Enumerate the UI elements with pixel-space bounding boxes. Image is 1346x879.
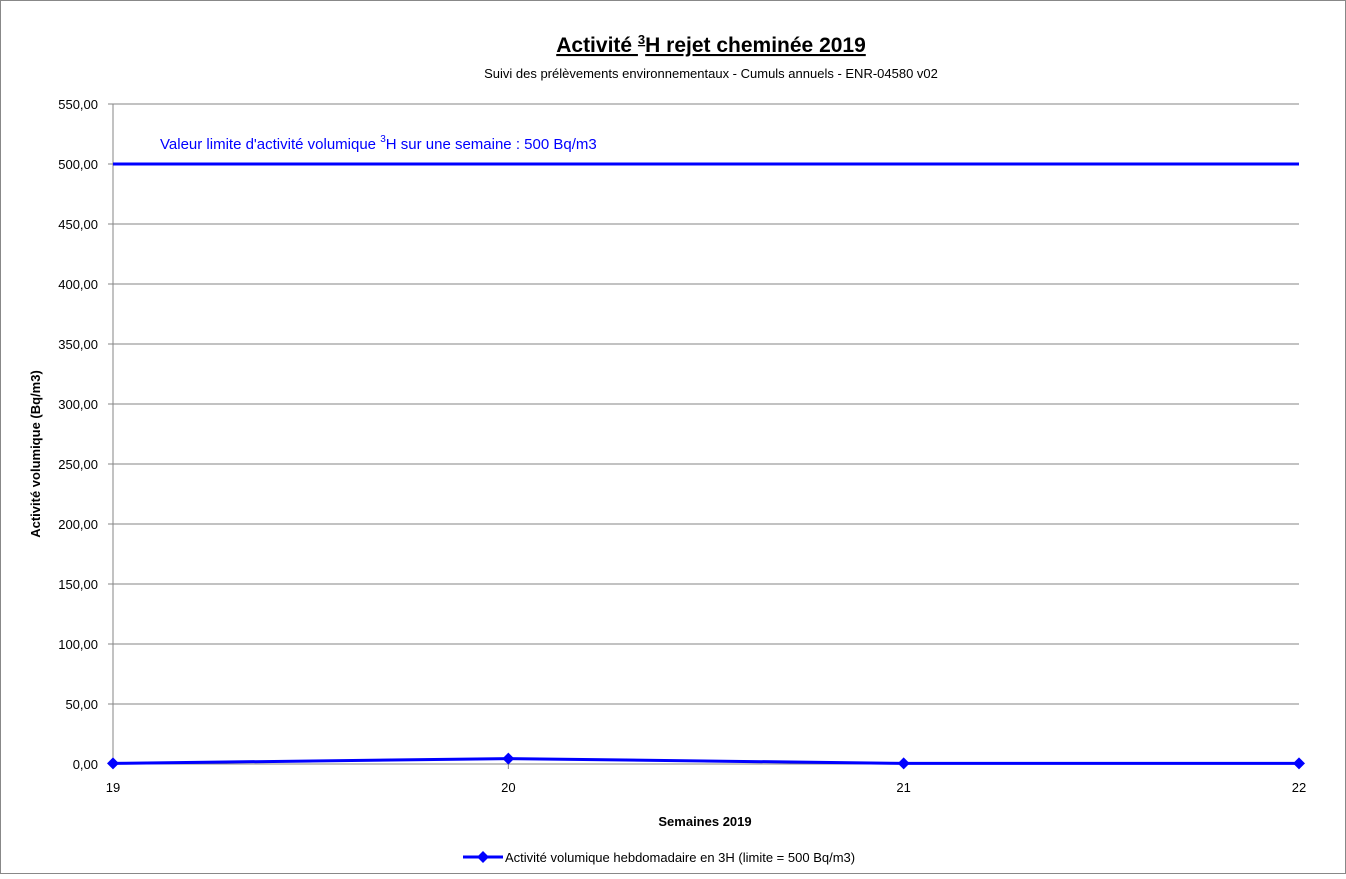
series-layer: [107, 752, 1305, 770]
y-axis-label: Activité volumique (Bq/m3): [28, 370, 43, 538]
legend-label: Activité volumique hebdomadaire en 3H (l…: [505, 850, 855, 865]
chart-title-prefix: Activité: [556, 34, 638, 57]
y-tick-label: 50,00: [65, 697, 98, 712]
y-tick-label: 150,00: [58, 577, 98, 592]
chart-title: Activité 3H rejet cheminée 2019: [556, 32, 866, 57]
y-tick-label: 500,00: [58, 157, 98, 172]
y-tick-label: 250,00: [58, 457, 98, 472]
y-tick-label: 300,00: [58, 397, 98, 412]
x-tick-label: 22: [1292, 780, 1306, 795]
data-point: [897, 757, 910, 770]
legend-marker: [477, 851, 489, 863]
limit-annotation-sup: 3: [380, 134, 386, 145]
x-tick-label: 21: [896, 780, 910, 795]
chart-title-sup: 3: [638, 32, 645, 47]
limit-annotation-suffix: H sur une semaine : 500 Bq/m3: [386, 136, 597, 153]
chart-subtitle: Suivi des prélèvements environnementaux …: [484, 66, 938, 81]
x-tick-label: 20: [501, 780, 515, 795]
x-axis-label: Semaines 2019: [658, 814, 751, 829]
y-tick-label: 200,00: [58, 517, 98, 532]
y-tick-label: 100,00: [58, 637, 98, 652]
limit-annotation-prefix: Valeur limite d'activité volumique: [160, 136, 380, 153]
y-tick-label: 400,00: [58, 277, 98, 292]
y-tick-label: 350,00: [58, 337, 98, 352]
data-point: [502, 752, 515, 765]
y-tick-label: 0,00: [73, 757, 98, 772]
legend: Activité volumique hebdomadaire en 3H (l…: [463, 850, 855, 865]
y-tick-label: 550,00: [58, 97, 98, 112]
chart-title-suffix: H rejet cheminée 2019: [645, 34, 866, 57]
data-point: [1293, 757, 1305, 770]
x-tick-label: 19: [106, 780, 120, 795]
limit-annotation: Valeur limite d'activité volumique 3H su…: [160, 134, 597, 153]
series-line: [112, 757, 1299, 765]
data-point: [107, 757, 119, 770]
y-tick-label: 450,00: [58, 217, 98, 232]
